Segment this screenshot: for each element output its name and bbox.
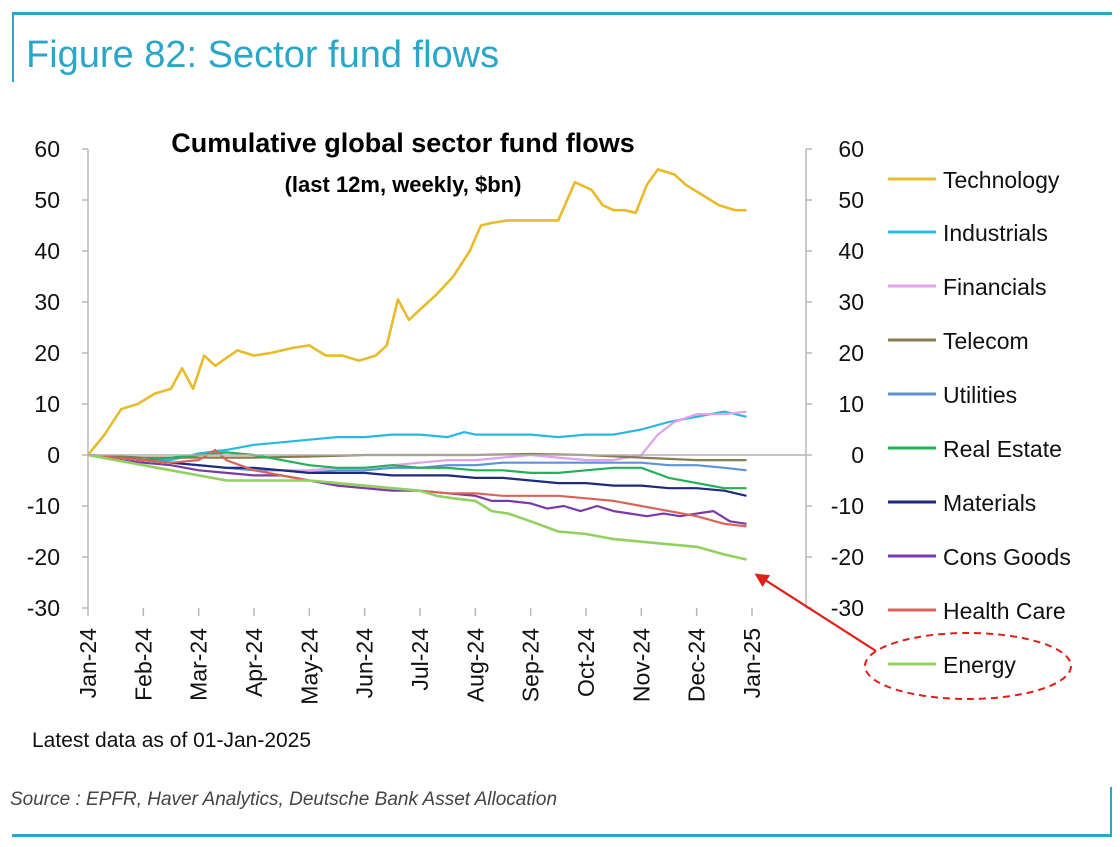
legend-label: Cons Goods <box>943 544 1071 570</box>
right-y-tick-label: 10 <box>838 391 864 417</box>
right-y-tick-label: 40 <box>838 238 864 264</box>
left-y-tick-label: 40 <box>34 238 60 264</box>
legend-label: Materials <box>943 490 1036 516</box>
x-tick-label: Jul-24 <box>407 628 433 691</box>
chart-title: Cumulative global sector fund flows <box>171 128 635 158</box>
source-note: Source : EPFR, Haver Analytics, Deutsche… <box>10 789 558 810</box>
series-line-industrials <box>87 410 747 462</box>
x-tick-label: Jan-25 <box>739 628 765 698</box>
legend-label: Telecom <box>943 328 1029 354</box>
x-tick-label: Dec-24 <box>684 628 710 702</box>
left-y-tick-label: 0 <box>47 442 60 468</box>
left-y-tick-label: -10 <box>27 493 60 519</box>
right-y-tick-label: 0 <box>851 442 864 468</box>
series-layer <box>86 168 747 561</box>
left-y-tick-label: 20 <box>34 340 60 366</box>
series-line-health-care <box>87 448 747 528</box>
series-line-technology <box>86 168 747 456</box>
annotation-arrow-line <box>763 578 877 652</box>
frame-left-rule <box>12 12 14 82</box>
frame-top-rule <box>12 12 1112 15</box>
legend: Technology Industrials Financials Telecom Ut… <box>888 167 1071 678</box>
left-y-tick-label: -30 <box>27 595 60 621</box>
energy-highlight-ellipse <box>864 632 1072 700</box>
left-y-tick-label: 50 <box>34 187 60 213</box>
legend-label: Industrials <box>943 220 1048 246</box>
left-y-tick-label: 60 <box>34 136 60 162</box>
data-date-note: Latest data as of 01-Jan-2025 <box>32 729 312 752</box>
legend-label: Financials <box>943 274 1047 300</box>
x-tick-label: Mar-24 <box>186 628 212 701</box>
annotation-arrow-head <box>754 573 771 587</box>
right-y-tick-label: -30 <box>831 595 864 621</box>
x-tick-label: May-24 <box>296 628 322 705</box>
right-y-tick-label: 20 <box>838 340 864 366</box>
right-y-tick-label: -20 <box>831 544 864 570</box>
left-y-tick-label: 30 <box>34 289 60 315</box>
x-tick-label: Jan-24 <box>75 628 101 699</box>
legend-label: Real Estate <box>943 436 1062 462</box>
series-line-cons-goods <box>87 453 747 525</box>
right-y-tick-label: 30 <box>838 289 864 315</box>
legend-label: Health Care <box>943 598 1066 624</box>
chart-subtitle: (last 12m, weekly, $bn) <box>285 172 522 197</box>
legend-label: Energy <box>943 652 1016 678</box>
x-tick-label: Aug-24 <box>462 628 488 702</box>
x-tick-label: Apr-24 <box>241 628 267 697</box>
x-tick-label: Nov-24 <box>628 628 654 702</box>
right-y-tick-label: -10 <box>831 493 864 519</box>
right-y-tick-label: 60 <box>838 136 864 162</box>
x-tick-label: Jun-24 <box>352 628 378 699</box>
right-y-tick-label: 50 <box>838 187 864 213</box>
left-y-tick-label: -20 <box>27 544 60 570</box>
frame-right-rule <box>1110 787 1112 837</box>
x-tick-label: Oct-24 <box>573 628 599 697</box>
series-line-energy <box>87 453 747 561</box>
axes-layer: 60 50 40 30 20 10 0 -10 -20 -30 60 50 40 30 20 10 0 -10 -2… <box>27 136 864 705</box>
x-tick-label: Feb-24 <box>130 628 156 701</box>
x-tick-label: Sep-24 <box>518 628 544 702</box>
series-line-materials <box>87 453 747 497</box>
frame-bottom-rule <box>12 834 1112 837</box>
legend-label: Utilities <box>943 382 1017 408</box>
figure-title: Figure 82: Sector fund flows <box>26 34 500 76</box>
left-y-tick-label: 10 <box>34 391 60 417</box>
energy-annotation <box>754 573 1072 700</box>
legend-label: Technology <box>943 167 1060 193</box>
